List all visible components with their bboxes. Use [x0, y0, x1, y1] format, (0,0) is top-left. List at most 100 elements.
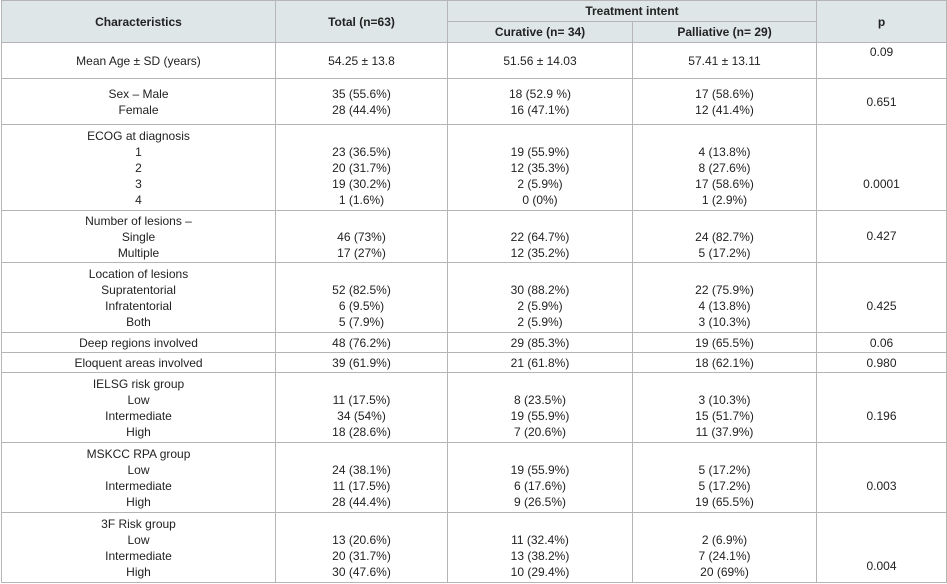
- p-value: 0.427: [816, 210, 947, 263]
- header-row-1: Characteristics Total (n=63) Treatment i…: [1, 0, 947, 43]
- p-value: 0.651: [816, 78, 947, 125]
- total-value: 39 (61.9%): [332, 355, 391, 370]
- total-value: 28 (44.4%): [332, 494, 391, 509]
- curative-value: 18 (52.9 %): [508, 86, 572, 101]
- table-row: 3F Risk group Low Intermediate High 13 (20.…: [1, 512, 947, 583]
- table-row: Deep regions involved 48 (76.2%) 29 (85.3%…: [1, 332, 947, 353]
- p-value: 0.425: [816, 262, 947, 333]
- palliative-value: [633, 446, 816, 462]
- curative-value: [448, 376, 632, 392]
- total-value: [276, 516, 447, 532]
- palliative-value: 8 (27.6%): [698, 160, 751, 175]
- palliative-cell: 3 (10.3%) 15 (51.7%) 11 (37.9%): [631, 372, 818, 443]
- total-cell: 13 (20.6%) 20 (31.7%) 30 (47.6%): [275, 512, 448, 583]
- total-value: 28 (44.4%): [332, 102, 391, 117]
- table-row: IELSG risk group Low Intermediate High 11 (…: [1, 372, 947, 443]
- curative-value: 16 (47.1%): [510, 102, 570, 117]
- palliative-cell: 17 (58.6%) 12 (41.4%): [631, 78, 818, 125]
- characteristic-cell: Sex – Male Female: [1, 78, 276, 125]
- characteristic-label: High: [126, 424, 151, 439]
- curative-value: 19 (55.9%): [510, 144, 570, 159]
- curative-cell: 21 (61.8%): [447, 352, 633, 373]
- curative-value: 12 (35.2%): [510, 245, 570, 260]
- characteristic-cell: IELSG risk group Low Intermediate High: [1, 372, 276, 443]
- curative-value: 30 (88.2%): [510, 282, 570, 297]
- curative-cell: 19 (55.9%) 6 (17.6%) 9 (26.5%): [447, 442, 633, 513]
- palliative-value: 22 (75.9%): [695, 282, 754, 297]
- characteristic-label: Deep regions involved: [79, 335, 198, 350]
- characteristic-cell: Number of lesions – Single Multiple: [1, 210, 276, 263]
- palliative-value: 12 (41.4%): [695, 102, 754, 117]
- total-value: 54.25 ± 13.8: [328, 53, 395, 68]
- characteristic-label: Both: [126, 314, 151, 329]
- header-total: Total (n=63): [275, 0, 448, 43]
- characteristic-label: Low: [127, 462, 150, 477]
- characteristic-label: Multiple: [117, 245, 160, 260]
- table-row: Mean Age ± SD (years) 54.25 ± 13.8 51.56 ±…: [1, 42, 947, 79]
- total-value: 11 (17.5%): [332, 478, 391, 493]
- table-row: MSKCC RPA group Low Intermediate High 24 (3…: [1, 442, 947, 513]
- total-cell: 54.25 ± 13.8: [275, 42, 448, 79]
- total-value: 18 (28.6%): [332, 424, 391, 439]
- characteristic-label: Female: [118, 102, 159, 117]
- palliative-value: [633, 376, 816, 392]
- curative-value: 8 (23.5%): [513, 392, 567, 407]
- total-cell: 23 (36.5%) 20 (31.7%) 19 (30.2%) 1 (1.6%): [275, 124, 448, 211]
- curative-value: [448, 213, 632, 229]
- curative-value: 12 (35.3%): [510, 160, 570, 175]
- total-value: 20 (31.7%): [332, 160, 391, 175]
- palliative-value: 2 (6.9%): [701, 532, 748, 547]
- curative-cell: 30 (88.2%) 2 (5.9%) 2 (5.9%): [447, 262, 633, 333]
- characteristic-cell: MSKCC RPA group Low Intermediate High: [1, 442, 276, 513]
- palliative-cell: 5 (17.2%) 5 (17.2%) 19 (65.5%): [631, 442, 818, 513]
- palliative-value: 5 (17.2%): [698, 478, 751, 493]
- palliative-value: 7 (24.1%): [698, 548, 751, 563]
- curative-cell: 22 (64.7%) 12 (35.2%): [447, 210, 633, 263]
- palliative-value: 4 (13.8%): [698, 298, 751, 313]
- curative-value: 7 (20.6%): [513, 424, 567, 439]
- table-row: Eloquent areas involved 39 (61.9%) 21 (61.…: [1, 352, 947, 373]
- palliative-cell: 24 (82.7%) 5 (17.2%): [631, 210, 818, 263]
- palliative-value: [633, 266, 816, 282]
- curative-value: [448, 516, 632, 532]
- total-value: 23 (36.5%): [332, 144, 391, 159]
- total-value: 46 (73%): [337, 229, 386, 244]
- total-value: [276, 446, 447, 462]
- curative-value: 2 (5.9%): [517, 298, 563, 313]
- p-value: 0.06: [816, 332, 947, 353]
- characteristic-label: Intermediate: [105, 548, 172, 563]
- characteristic-label: 4: [135, 192, 142, 207]
- characteristic-label: High: [126, 564, 151, 579]
- total-cell: 48 (76.2%): [275, 332, 448, 353]
- curative-cell: 8 (23.5%) 19 (55.9%) 7 (20.6%): [447, 372, 633, 443]
- curative-value: 9 (26.5%): [513, 494, 567, 509]
- total-value: 30 (47.6%): [332, 564, 391, 579]
- characteristic-label: Location of lesions: [88, 266, 189, 281]
- characteristic-label: 3F Risk group: [101, 516, 176, 531]
- total-value: 17 (27%): [337, 245, 386, 260]
- header-characteristics: Characteristics: [1, 0, 276, 43]
- curative-cell: 19 (55.9%) 12 (35.3%) 2 (5.9%) 0 (0%): [447, 124, 633, 211]
- characteristic-cell: 3F Risk group Low Intermediate High: [1, 512, 276, 583]
- total-value: 13 (20.6%): [332, 532, 391, 547]
- characteristic-label: MSKCC RPA group: [86, 446, 191, 461]
- palliative-cell: 4 (13.8%) 8 (27.6%) 17 (58.6%) 1 (2.9%): [631, 124, 818, 211]
- p-value: 0.09: [816, 42, 947, 79]
- total-value: 5 (7.9%): [338, 314, 385, 329]
- palliative-value: 4 (13.8%): [698, 144, 751, 159]
- characteristic-label: Number of lesions –: [85, 213, 192, 228]
- total-value: 35 (55.6%): [332, 86, 391, 101]
- p-value: 0.003: [816, 442, 947, 513]
- total-value: 1 (1.6%): [338, 192, 385, 207]
- palliative-value: 18 (62.1%): [695, 355, 754, 370]
- characteristic-cell: Deep regions involved: [1, 332, 276, 353]
- palliative-value: 57.41 ± 13.11: [688, 53, 761, 68]
- curative-value: 19 (55.9%): [510, 462, 570, 477]
- characteristic-cell: ECOG at diagnosis 1 2 3 4: [1, 124, 276, 211]
- palliative-value: 3 (10.3%): [698, 314, 751, 329]
- characteristic-cell: Mean Age ± SD (years): [1, 42, 276, 79]
- characteristic-label: 3: [135, 176, 142, 191]
- characteristic-label: Eloquent areas involved: [74, 355, 203, 370]
- total-value: [276, 376, 447, 392]
